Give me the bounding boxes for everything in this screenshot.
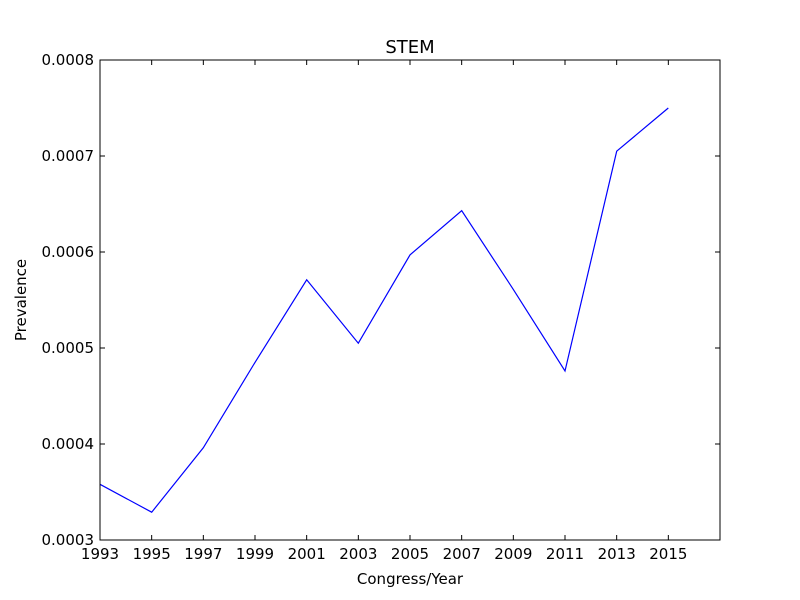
x-tick-label: 2009 (494, 545, 532, 563)
series-group (99, 107, 669, 513)
series-line (99, 107, 669, 513)
x-tick-label: 2003 (339, 545, 377, 563)
y-tick-label: 0.0005 (42, 339, 95, 357)
x-tick-label: 1995 (133, 545, 171, 563)
plot-frame (99, 59, 721, 541)
x-tick-label: 2005 (391, 545, 429, 563)
y-tick-label: 0.0003 (42, 531, 95, 549)
x-tick-label: 1997 (184, 545, 222, 563)
x-axis-label: Congress/Year (357, 570, 464, 588)
x-tick-label: 2011 (546, 545, 584, 563)
x-tick-label: 2007 (443, 545, 481, 563)
x-tick-label: 2015 (649, 545, 687, 563)
y-axis-label: Prevalence (12, 259, 30, 341)
y-tick-label: 0.0004 (42, 435, 95, 453)
y-tick-label: 0.0007 (42, 147, 95, 165)
x-tick-label: 2001 (288, 545, 326, 563)
x-tick-label: 1993 (81, 545, 119, 563)
y-tick-label: 0.0008 (42, 51, 95, 69)
chart-title: STEM (385, 37, 434, 58)
y-tick-label: 0.0006 (42, 243, 95, 261)
x-tick-label: 1999 (236, 545, 274, 563)
ticks: 1993 1995 1997 1999 2001 2003 2005 2007 2009 2011… (42, 51, 720, 563)
x-tick-label: 2013 (598, 545, 636, 563)
